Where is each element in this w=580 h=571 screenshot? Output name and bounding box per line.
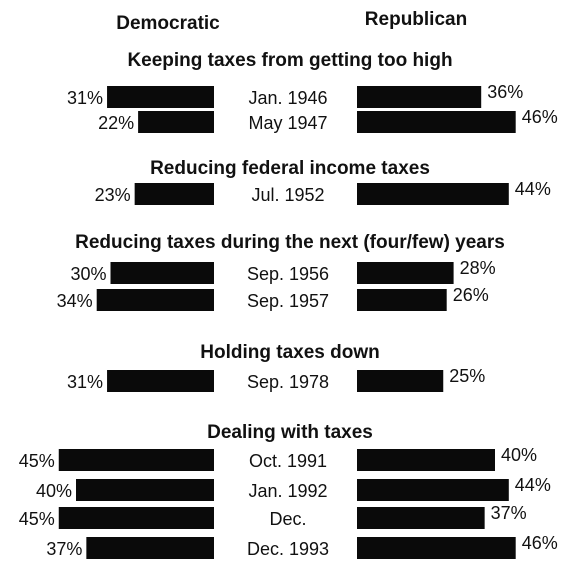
date-label: Jan. 1946 [248, 88, 327, 108]
republican-value-label: 36% [487, 82, 523, 102]
date-label: Dec. [269, 509, 306, 529]
chart-groups: Keeping taxes from getting too high 31% Ja… [19, 50, 558, 559]
democratic-value-label: 23% [95, 185, 131, 205]
republican-bar [357, 507, 485, 529]
bar-row: 34% Sep. 1957 26% [57, 285, 489, 311]
democratic-bar [96, 289, 214, 311]
group-title: Dealing with taxes [207, 422, 373, 443]
republican-bar [357, 449, 495, 471]
democratic-value-label: 40% [36, 481, 72, 501]
date-label: Oct. 1991 [249, 451, 327, 471]
democratic-bar [134, 183, 214, 205]
democratic-bar [107, 86, 214, 108]
date-label: Jul. 1952 [251, 185, 324, 205]
republican-bar [357, 262, 454, 284]
date-label: Dec. 1993 [247, 539, 329, 559]
democratic-bar [58, 507, 214, 529]
republican-value-label: 28% [460, 258, 496, 278]
date-label: Sep. 1978 [247, 372, 329, 392]
republican-value-label: 26% [453, 285, 489, 305]
democratic-bar [86, 537, 214, 559]
date-label: May 1947 [248, 113, 327, 133]
group-title: Holding taxes down [200, 342, 379, 363]
democratic-bar [110, 262, 214, 284]
group-2: Reducing taxes during the next (four/few… [57, 232, 505, 311]
bar-row: 45% Dec. 37% [19, 503, 527, 529]
bar-row: 22% May 1947 46% [98, 107, 558, 133]
bar-row: 40% Jan. 1992 44% [36, 475, 551, 501]
bar-row: 30% Sep. 1956 28% [70, 258, 496, 284]
republican-bar [357, 370, 444, 392]
republican-value-label: 44% [515, 179, 551, 199]
group-title: Reducing taxes during the next (four/few… [75, 232, 505, 253]
republican-value-label: 37% [491, 503, 527, 523]
democratic-value-label: 30% [70, 264, 106, 284]
republican-value-label: 44% [515, 475, 551, 495]
democratic-value-label: 31% [67, 372, 103, 392]
republican-bar [357, 289, 447, 311]
republican-bar [357, 183, 509, 205]
democratic-value-label: 31% [67, 88, 103, 108]
democratic-bar [138, 111, 214, 133]
democratic-value-label: 37% [46, 539, 82, 559]
group-3: Holding taxes down 31% Sep. 1978 25% [67, 342, 485, 392]
republican-column-heading: Republican [365, 9, 467, 30]
bar-row: 31% Sep. 1978 25% [67, 366, 485, 392]
republican-value-label: 25% [449, 366, 485, 386]
date-label: Jan. 1992 [248, 481, 327, 501]
democratic-value-label: 45% [19, 451, 55, 471]
democratic-bar [76, 479, 214, 501]
republican-bar [357, 537, 516, 559]
democratic-bar [58, 449, 214, 471]
republican-bar [357, 111, 516, 133]
democratic-bar [107, 370, 214, 392]
bar-row: 37% Dec. 1993 46% [46, 533, 558, 559]
bar-row: 45% Oct. 1991 40% [19, 445, 537, 471]
group-1: Reducing federal income taxes 23% Jul. 195… [95, 158, 551, 205]
republican-value-label: 46% [522, 107, 558, 127]
date-label: Sep. 1956 [247, 264, 329, 284]
republican-bar [357, 86, 482, 108]
bar-row: 31% Jan. 1946 36% [67, 82, 523, 108]
date-label: Sep. 1957 [247, 291, 329, 311]
republican-value-label: 40% [501, 445, 537, 465]
democratic-column-heading: Democratic [116, 13, 220, 34]
group-title: Reducing federal income taxes [150, 158, 430, 179]
group-4: Dealing with taxes 45% Oct. 1991 40% 40% Jan.… [19, 422, 558, 559]
democratic-value-label: 45% [19, 509, 55, 529]
democratic-value-label: 22% [98, 113, 134, 133]
democratic-value-label: 34% [57, 291, 93, 311]
group-title: Keeping taxes from getting too high [127, 50, 452, 71]
republican-bar [357, 479, 509, 501]
group-0: Keeping taxes from getting too high 31% Ja… [67, 50, 558, 133]
bar-row: 23% Jul. 1952 44% [95, 179, 551, 205]
republican-value-label: 46% [522, 533, 558, 553]
